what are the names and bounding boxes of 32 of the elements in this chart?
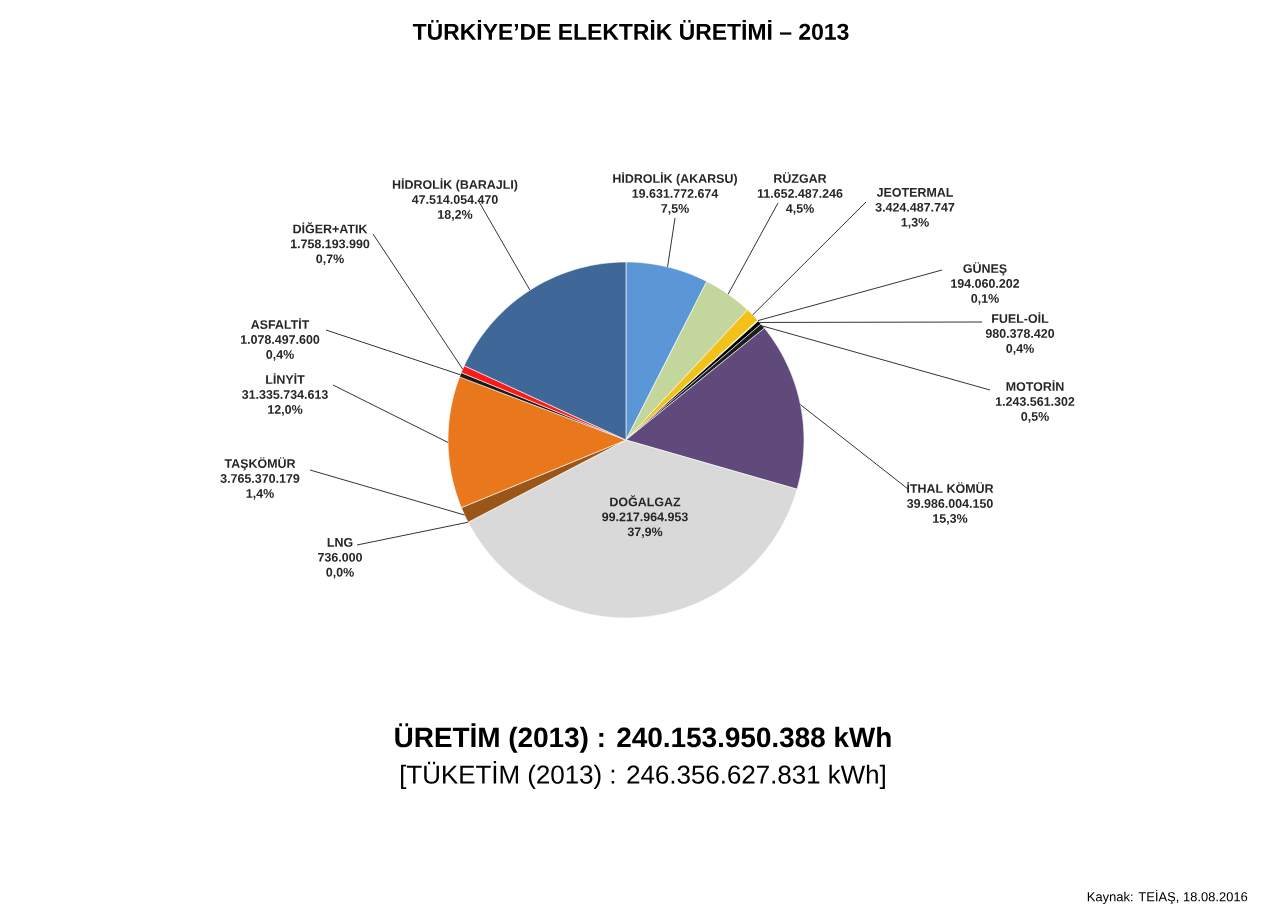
- data-label: 736.000 0,0%: [318, 552, 362, 579]
- slice-label: HİDROLİK (AKARSU): [613, 172, 737, 186]
- data-label: 1.758.193.990 0,7%: [290, 239, 370, 265]
- data-label: 1.243.561.302 0,5%: [995, 397, 1075, 423]
- data-label: 99.217.964.953 37,9%: [602, 512, 688, 538]
- text: Kaynak: TEİAŞ, 18.08.2016: [1087, 890, 1248, 904]
- slice-label: LNG: [327, 537, 353, 547]
- slice-label: GÜNEŞ: [963, 262, 1007, 276]
- slice-label: HİDROLİK (BARAJLI): [392, 178, 518, 192]
- data-label: 19.631.772.674 7,5%: [632, 189, 719, 215]
- slice-label: RÜZGAR: [774, 172, 827, 183]
- data-label: 3.424.487.747 1,3%: [875, 202, 955, 229]
- data-label: 31.335.734.613 12,0%: [242, 390, 328, 416]
- data-label: 1.078.497.600 0,4%: [240, 335, 320, 361]
- data-label: 11.652.487.246 4,5%: [757, 189, 843, 215]
- slice-label: DİĞER+ATIK: [293, 222, 368, 234]
- data-label: 47.514.054.470 18,2%: [411, 195, 498, 221]
- chart-title: TÜRKİYE’DE ELEKTRİK ÜRETİMİ – 2013: [412, 20, 849, 40]
- slice-label: ASFALTİT: [251, 318, 310, 329]
- data-label: 3.765.370.179 1,4%: [220, 474, 300, 500]
- slice-label: FUEL-OİL: [992, 312, 1049, 323]
- slice-label: MOTORİN: [1006, 380, 1064, 391]
- text: [TÜKETİM (2013) : 246.356.627.831 kWh]: [401, 761, 885, 789]
- slice-label: DOĞALGAZ: [610, 495, 681, 507]
- data-label: 980.378.420 0,4%: [985, 329, 1055, 355]
- text: ÜRETİM (2013) : 240.153.950.388 kWh: [395, 723, 891, 753]
- data-label: 39.986.004.150 15,3%: [907, 499, 993, 525]
- slice-label: İTHAL KÖMÜR: [907, 482, 994, 493]
- slice-label: JEOTERMAL: [876, 187, 954, 197]
- data-label: 194.060.202 0,1%: [951, 279, 1020, 305]
- slice-label: LİNYİT: [266, 373, 305, 384]
- slice-label: TAŞKÖMÜR: [224, 457, 296, 471]
